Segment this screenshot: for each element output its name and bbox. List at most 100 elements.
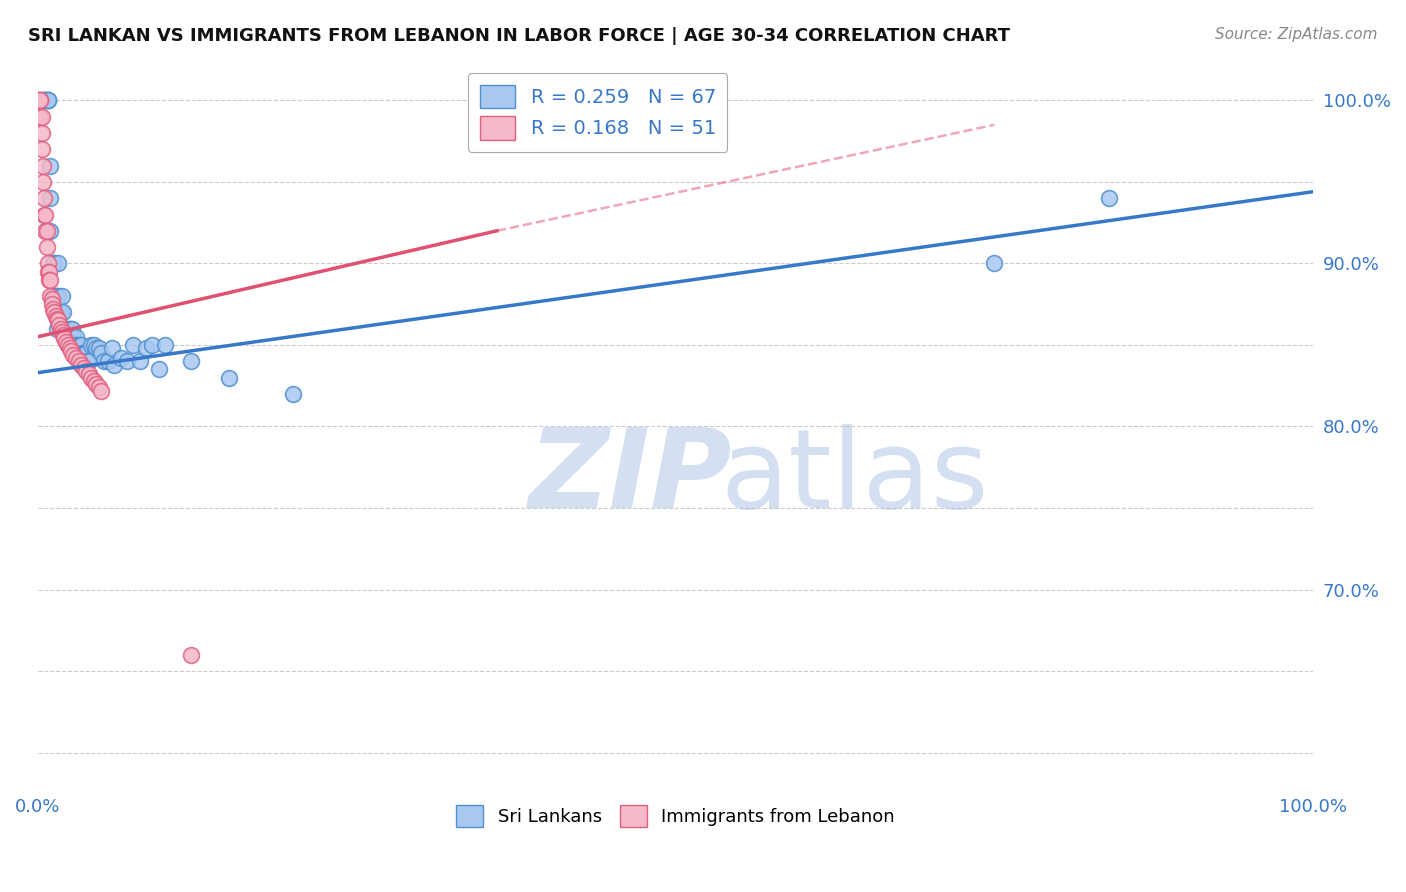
- Point: [38, 264, 60, 278]
- Point: [58, 341, 80, 355]
- Point: [39, 159, 62, 173]
- Point: [83, 338, 105, 352]
- Point: [80, 338, 103, 352]
- Point: [180, 648, 202, 662]
- Point: [141, 338, 163, 352]
- Point: [52, 305, 75, 319]
- Point: [46, 256, 69, 270]
- Point: [45, 309, 67, 323]
- Point: [44, 256, 66, 270]
- Point: [148, 362, 170, 376]
- Point: [45, 289, 67, 303]
- Point: [75, 364, 97, 378]
- Point: [77, 368, 100, 382]
- Point: [80, 370, 103, 384]
- Point: [42, 289, 65, 303]
- Point: [65, 351, 87, 365]
- Point: [76, 354, 98, 368]
- Point: [35, 240, 58, 254]
- Point: [30, 110, 52, 124]
- Point: [122, 338, 145, 352]
- Point: [281, 387, 304, 401]
- Point: [32, 94, 55, 108]
- Point: [58, 321, 80, 335]
- Point: [37, 256, 59, 270]
- Point: [83, 374, 105, 388]
- Point: [103, 358, 125, 372]
- Point: [28, 94, 51, 108]
- Point: [58, 338, 80, 352]
- Point: [31, 142, 53, 156]
- Point: [52, 328, 75, 343]
- Point: [56, 321, 79, 335]
- Point: [28, 94, 51, 108]
- Point: [42, 256, 65, 270]
- Point: [39, 273, 62, 287]
- Point: [180, 354, 202, 368]
- Point: [34, 207, 56, 221]
- Point: [39, 191, 62, 205]
- Point: [75, 346, 97, 360]
- Point: [62, 348, 84, 362]
- Point: [32, 94, 55, 108]
- Point: [100, 341, 122, 355]
- Point: [44, 305, 66, 319]
- Point: [97, 354, 120, 368]
- Point: [32, 94, 55, 108]
- Point: [87, 341, 110, 355]
- Point: [72, 346, 94, 360]
- Point: [45, 321, 67, 335]
- Point: [128, 354, 150, 368]
- Point: [59, 321, 82, 335]
- Point: [69, 338, 91, 352]
- Text: Source: ZipAtlas.com: Source: ZipAtlas.com: [1215, 27, 1378, 42]
- Text: SRI LANKAN VS IMMIGRANTS FROM LEBANON IN LABOR FORCE | AGE 30-34 CORRELATION CHA: SRI LANKAN VS IMMIGRANTS FROM LEBANON IN…: [28, 27, 1010, 45]
- Point: [86, 341, 108, 355]
- Point: [31, 126, 53, 140]
- Point: [135, 341, 157, 355]
- Text: atlas: atlas: [720, 425, 988, 532]
- Point: [55, 321, 77, 335]
- Point: [1098, 191, 1121, 205]
- Point: [67, 346, 90, 360]
- Point: [62, 330, 84, 344]
- Text: ZIP: ZIP: [529, 425, 733, 532]
- Point: [52, 321, 75, 335]
- Point: [39, 224, 62, 238]
- Point: [86, 377, 108, 392]
- Legend: Sri Lankans, Immigrants from Lebanon: Sri Lankans, Immigrants from Lebanon: [447, 796, 904, 836]
- Point: [34, 224, 56, 238]
- Point: [63, 338, 86, 352]
- Point: [60, 321, 83, 335]
- Point: [45, 289, 67, 303]
- Point: [53, 331, 76, 345]
- Point: [42, 301, 65, 316]
- Point: [218, 370, 240, 384]
- Point: [46, 289, 69, 303]
- Point: [45, 311, 67, 326]
- Point: [30, 94, 52, 108]
- Point: [87, 380, 110, 394]
- Point: [41, 297, 63, 311]
- Point: [59, 344, 82, 359]
- Point: [37, 264, 59, 278]
- Point: [58, 338, 80, 352]
- Point: [49, 321, 72, 335]
- Point: [32, 207, 55, 221]
- Point: [35, 224, 58, 238]
- Point: [51, 325, 73, 339]
- Point: [110, 351, 132, 365]
- Point: [37, 94, 59, 108]
- Point: [65, 330, 87, 344]
- Point: [58, 338, 80, 352]
- Point: [93, 354, 115, 368]
- Point: [90, 384, 112, 398]
- Point: [41, 293, 63, 307]
- Point: [38, 273, 60, 287]
- Point: [77, 354, 100, 368]
- Point: [31, 159, 53, 173]
- Point: [72, 346, 94, 360]
- Point: [115, 354, 138, 368]
- Point: [55, 334, 77, 349]
- Point: [48, 318, 70, 333]
